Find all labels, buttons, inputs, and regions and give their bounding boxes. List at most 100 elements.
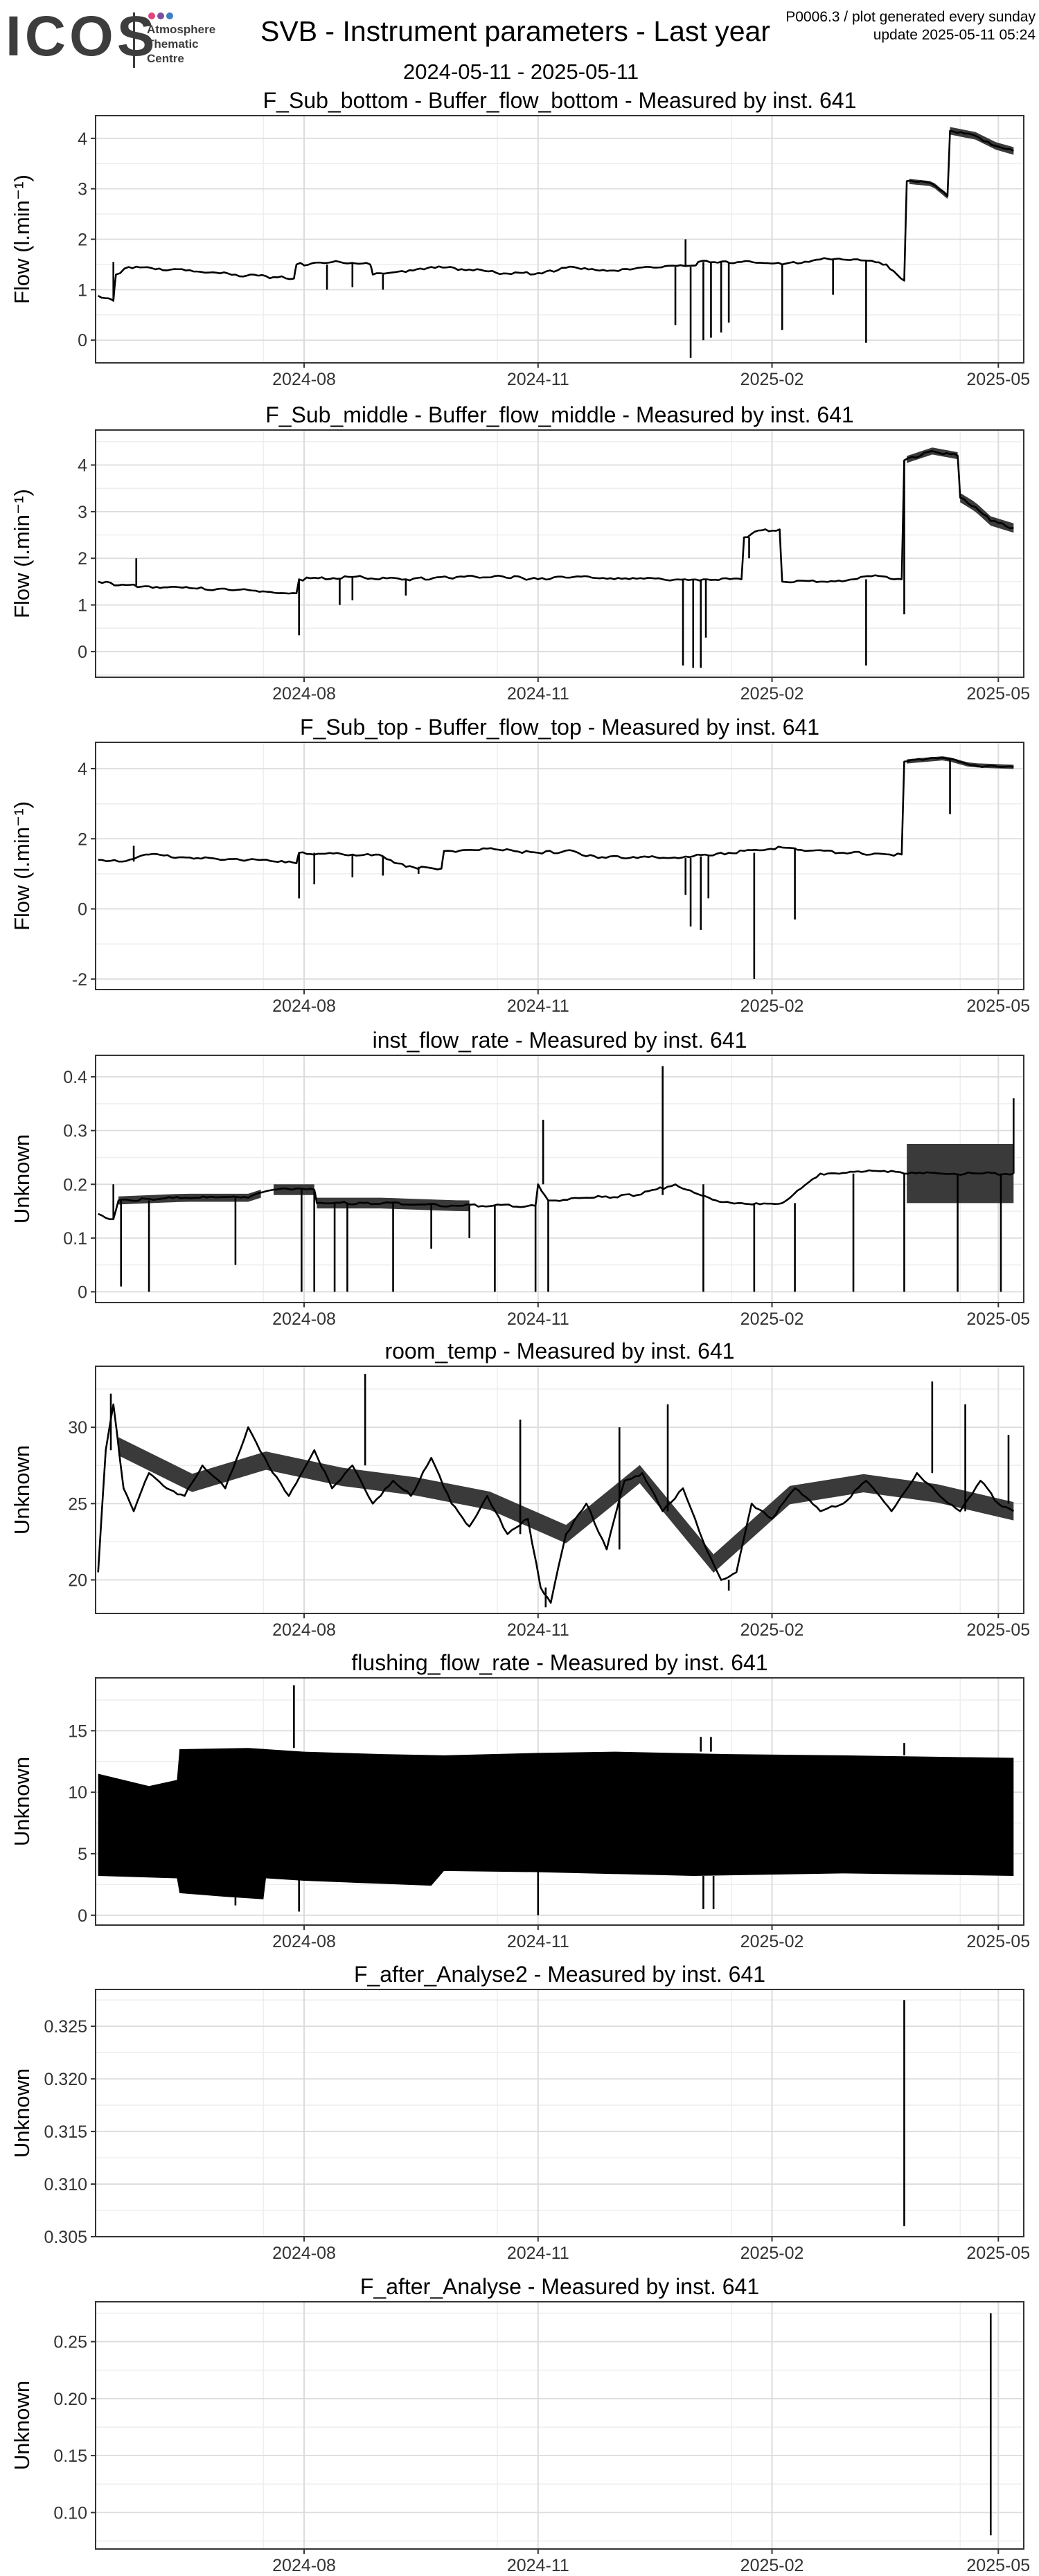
chart-title: F_Sub_bottom - Buffer_flow_bottom - Meas…: [263, 88, 857, 113]
logo-separator: [133, 12, 135, 68]
logo-subtitle-line-3: Centre: [147, 52, 184, 65]
x-tick-label: 2025-02: [740, 2556, 804, 2575]
x-tick-label: 2025-02: [740, 1620, 804, 1640]
date-range: 2024-05-11 - 2025-05-11: [403, 60, 639, 84]
x-tick-label: 2025-05: [966, 684, 1030, 704]
plot-metadata-line-2: update 2025-05-11 05:24: [873, 27, 1036, 43]
noise-band: [909, 179, 948, 199]
x-tick-label: 2024-11: [507, 1309, 569, 1329]
chart-panel-7: F_after_Analyse2 - Measured by inst. 641…: [10, 1962, 1030, 2263]
panel-border: [95, 742, 1024, 990]
y-tick-label: 5: [78, 1845, 87, 1864]
page-title: SVB - Instrument parameters - Last year: [260, 15, 770, 47]
y-axis-label: Unknown: [10, 2068, 34, 2158]
y-tick-label: 0: [78, 1282, 87, 1302]
x-tick-label: 2024-11: [507, 2556, 569, 2575]
y-tick-label: 0.310: [44, 2175, 87, 2194]
x-tick-label: 2024-11: [507, 1620, 569, 1640]
logo-dots-icon: [148, 12, 173, 19]
chart-title: F_Sub_top - Buffer_flow_top - Measured b…: [300, 715, 819, 740]
chart-panel-1: F_Sub_bottom - Buffer_flow_bottom - Meas…: [10, 88, 1030, 389]
chart-panel-5: room_temp - Measured by inst. 641 20 25 30 2…: [10, 1339, 1030, 1640]
y-tick-label: 0.10: [53, 2503, 87, 2523]
x-tick-label: 2024-11: [507, 1932, 569, 1951]
noise-band: [907, 447, 958, 463]
page-header: ICOS Atmosphere Thematic Centre SVB - In…: [0, 0, 1039, 90]
y-axis-label: Flow (l.min⁻¹): [10, 489, 34, 618]
y-tick-label: 0.320: [44, 2070, 87, 2089]
panel-border: [95, 2301, 1024, 2550]
y-tick-label: 0.325: [44, 2017, 87, 2037]
flushing-flow-area: [98, 1748, 1014, 1899]
chart-title: F_after_Analyse - Measured by inst. 641: [360, 2274, 759, 2299]
x-tick-label: 2024-08: [272, 996, 336, 1016]
x-tick-label: 2025-02: [740, 1932, 804, 1951]
panel-border: [95, 429, 1024, 678]
x-tick-label: 2024-11: [507, 684, 569, 704]
plot-metadata: P0006.3 / plot generated every sunday up…: [785, 8, 1036, 44]
y-tick-label: 3: [78, 503, 87, 522]
icos-logo-text: ICOS: [6, 5, 159, 68]
x-tick-label: 2025-02: [740, 684, 804, 704]
y-tick-label: 0: [78, 643, 87, 662]
y-tick-label: 0.315: [44, 2122, 87, 2142]
series-line: [98, 450, 1014, 595]
y-tick-label: 0.15: [53, 2447, 87, 2466]
y-tick-label: 0.2: [63, 1175, 87, 1195]
x-tick-label: 2025-05: [966, 370, 1030, 389]
series-line: [98, 1169, 1014, 1221]
series-line: [98, 129, 1014, 302]
y-tick-label: 20: [68, 1571, 87, 1591]
x-tick-label: 2025-02: [740, 1309, 804, 1329]
y-tick-label: 0.25: [53, 2333, 87, 2352]
x-tick-label: 2025-05: [966, 1932, 1030, 1951]
panel-border: [95, 1989, 1024, 2237]
y-axis-label: Flow (l.min⁻¹): [10, 175, 34, 304]
y-tick-label: 0.20: [53, 2390, 87, 2409]
x-tick-label: 2025-02: [740, 996, 804, 1016]
y-axis-label: Unknown: [10, 1757, 34, 1846]
y-tick-label: 30: [68, 1418, 87, 1438]
x-tick-label: 2025-02: [740, 370, 804, 389]
chart-panel-3: F_Sub_top - Buffer_flow_top - Measured b…: [10, 715, 1030, 1016]
noise-band: [118, 1190, 261, 1205]
x-tick-label: 2025-05: [966, 996, 1030, 1016]
x-tick-label: 2025-05: [966, 1620, 1030, 1640]
y-tick-label: 4: [78, 456, 87, 476]
x-tick-label: 2024-08: [272, 684, 336, 704]
plot-metadata-line-1: P0006.3 / plot generated every sunday: [785, 9, 1036, 25]
x-tick-label: 2024-11: [507, 2244, 569, 2263]
x-tick-label: 2024-08: [272, 2556, 336, 2575]
series-line: [98, 756, 1014, 870]
chart-panel-2: F_Sub_middle - Buffer_flow_middle - Meas…: [10, 402, 1030, 704]
series-line: [97, 1403, 1015, 1604]
x-tick-label: 2025-05: [966, 1309, 1030, 1329]
y-tick-label: 0: [78, 331, 87, 350]
x-tick-label: 2024-11: [507, 996, 569, 1016]
y-tick-label: 0: [78, 900, 87, 920]
y-tick-label: 0.4: [63, 1068, 87, 1087]
y-tick-label: 4: [78, 760, 87, 779]
y-axis-label: Unknown: [10, 1445, 34, 1535]
x-tick-label: 2024-08: [272, 1932, 336, 1951]
panel-border: [95, 1055, 1024, 1303]
y-tick-label: 1: [78, 280, 87, 300]
y-tick-label: 3: [78, 180, 87, 199]
x-tick-label: 2024-11: [507, 370, 569, 389]
y-tick-label: 0.3: [63, 1122, 87, 1141]
y-tick-label: 0: [78, 1906, 87, 1926]
y-axis-label: Unknown: [10, 1134, 34, 1224]
chart-title: F_after_Analyse2 - Measured by inst. 641: [354, 1962, 765, 1987]
chart-title: room_temp - Measured by inst. 641: [384, 1339, 734, 1363]
logo-subtitle-line-2: Thematic: [147, 37, 199, 51]
logo-subtitle: Atmosphere Thematic Centre: [147, 22, 215, 66]
noise-band: [118, 1437, 1014, 1573]
y-tick-label: 2: [78, 231, 87, 250]
x-tick-label: 2025-05: [966, 2556, 1030, 2575]
chart-panel-8: F_after_Analyse - Measured by inst. 641 0…: [10, 2274, 1030, 2575]
y-tick-label: -2: [72, 970, 87, 990]
chart-panel-4: inst_flow_rate - Measured by inst. 641 0 0…: [10, 1028, 1030, 1329]
panel-border: [95, 1366, 1024, 1614]
x-tick-label: 2025-05: [966, 2244, 1030, 2263]
